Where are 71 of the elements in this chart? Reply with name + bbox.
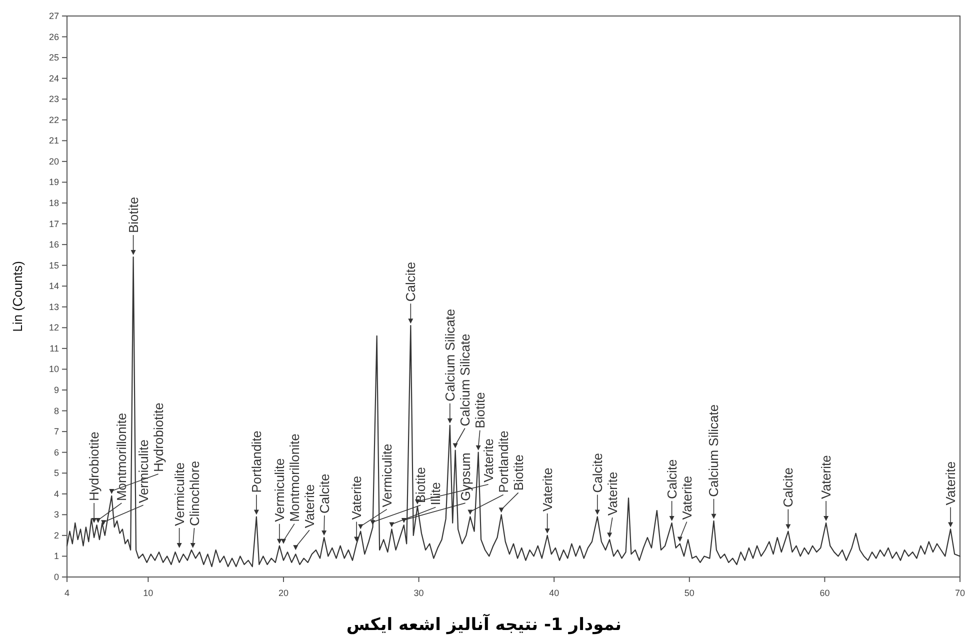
annotation: Vaterite xyxy=(349,476,364,520)
annotation: Vaterite xyxy=(943,461,958,506)
annotation: Calcite xyxy=(780,468,796,508)
y-tick-label: 10 xyxy=(48,364,59,374)
annotation: Vaterite xyxy=(302,484,317,528)
annotation: Biotite xyxy=(413,466,428,504)
annotation: Montmorillonite xyxy=(286,434,302,522)
annotation: Vaterite xyxy=(480,438,496,482)
y-tick-label: 0 xyxy=(54,572,59,582)
y-tick-label: 14 xyxy=(48,281,59,292)
annotation: Clinochlore xyxy=(186,460,202,526)
annotation: Vermiculite xyxy=(272,458,287,522)
y-tick-label: 4 xyxy=(54,488,59,499)
y-tick-label: 23 xyxy=(48,94,59,104)
x-tick-label: 20 xyxy=(278,588,288,598)
y-tick-label: 15 xyxy=(48,260,59,270)
annotation: Calcite xyxy=(590,452,605,493)
y-tick-label: 19 xyxy=(48,177,59,188)
annotation: Gypsum xyxy=(458,452,473,502)
annotation: Biotite xyxy=(126,196,141,234)
annotation: Calcium Silicate xyxy=(457,334,472,426)
annotation: Hydrobiotite xyxy=(150,402,166,472)
annotation: Illite xyxy=(428,482,444,506)
annotation: Biotite xyxy=(510,454,526,491)
y-tick-label: 18 xyxy=(48,198,59,208)
x-tick-label: 4 xyxy=(64,588,70,598)
annotation: Vaterite xyxy=(540,468,555,512)
annotation: Portlandite xyxy=(496,430,511,493)
y-tick-label: 3 xyxy=(54,510,59,520)
y-tick-label: 20 xyxy=(48,156,59,166)
annotation: Calcite xyxy=(403,262,418,302)
annotation: Vermiculite xyxy=(172,462,187,526)
y-tick-label: 27 xyxy=(48,11,59,21)
annotation: Calcium Silicate xyxy=(442,308,458,402)
x-tick-label: 40 xyxy=(549,588,560,598)
y-tick-label: 6 xyxy=(54,447,59,458)
annotation: Calcite xyxy=(316,474,332,514)
y-tick-label: 17 xyxy=(48,218,59,229)
y-tick-label: 2 xyxy=(54,530,59,540)
annotation: Portlandite xyxy=(248,430,264,493)
y-tick-label: 25 xyxy=(48,52,59,63)
annotation: Vermiculite xyxy=(136,440,151,504)
y-tick-label: 21 xyxy=(48,136,59,146)
annotation: Hydrobiotite xyxy=(86,432,102,502)
y-tick-label: 13 xyxy=(48,302,59,312)
y-tick-label: 9 xyxy=(54,385,59,395)
y-tick-label: 11 xyxy=(50,343,59,354)
y-tick-label: 7 xyxy=(54,426,59,437)
y-tick-label: 5 xyxy=(54,468,59,478)
y-axis-title: Lin (Counts) xyxy=(10,261,25,332)
y-tick-label: 16 xyxy=(48,240,59,250)
annotation: Vaterite xyxy=(818,455,834,499)
y-tick-label: 22 xyxy=(48,114,59,125)
y-tick-label: 1 xyxy=(54,551,59,562)
annotation: Calcium Silicate xyxy=(706,404,722,497)
x-tick-label: 60 xyxy=(820,588,830,598)
annotation: Montmorillonite xyxy=(114,412,130,502)
x-tick-label: 10 xyxy=(143,588,154,598)
y-tick-label: 24 xyxy=(48,73,59,84)
x-tick-label: 50 xyxy=(684,588,694,598)
y-tick-label: 8 xyxy=(54,406,59,416)
annotation: Vaterite xyxy=(679,476,694,520)
annotation: Calcite xyxy=(664,459,680,499)
annotation: Vermiculite xyxy=(379,444,394,508)
x-tick-label: 30 xyxy=(414,588,424,598)
y-tick-label: 12 xyxy=(48,322,59,333)
y-tick-label: 26 xyxy=(48,32,59,42)
x-tick-label: 70 xyxy=(954,588,966,598)
annotation: Biotite xyxy=(472,392,488,428)
text: نمودار 1- نتیجه آنالیز اشعه ایکس xyxy=(346,613,622,635)
annotation: Vaterite xyxy=(604,472,620,516)
